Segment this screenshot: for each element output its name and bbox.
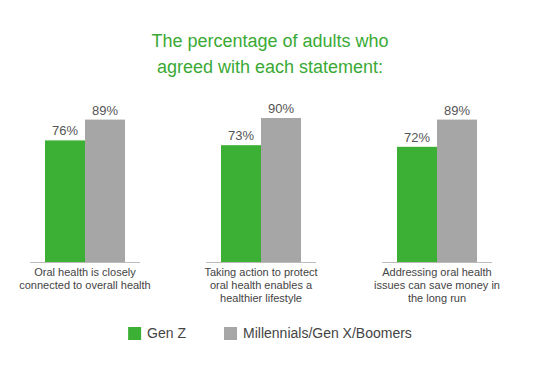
baseline [30,262,140,263]
legend-item: Millennials/Gen X/Boomers [224,325,412,341]
text-line: The percentage of adults who [151,31,388,51]
text-line: the long run [408,292,466,304]
legend-swatch [224,327,237,340]
category-label: Taking action to protectoral health enab… [204,266,317,304]
bar [45,140,85,262]
category-label: Oral health is closelyconnected to overa… [19,266,150,291]
text-line: issues can save money in [374,279,500,291]
bar [221,145,261,262]
text-line: Oral health is closely [34,266,136,278]
title: The percentage of adults who agreed with … [151,31,388,77]
data-label: 90% [268,101,294,116]
legend-item: Gen Z [128,325,186,341]
baseline [206,262,316,263]
data-labels: 76% 73% 72% 89% 90% 89% [52,101,470,145]
data-label: 73% [228,128,254,143]
baselines [30,262,492,263]
legend-label: Millennials/Gen X/Boomers [243,325,412,341]
bar [85,120,125,262]
bar [261,118,301,262]
legend-label: Gen Z [147,325,186,341]
legend: Gen Z Millennials/Gen X/Boomers [128,325,412,341]
chart: The percentage of adults who agreed with … [0,0,540,365]
text-line: oral health enables a [210,279,313,291]
category-label: Addressing oral healthissues can save mo… [374,266,500,304]
data-label: 72% [404,130,430,145]
data-label: 76% [52,123,78,138]
text-line: healthier lifestyle [220,292,302,304]
text-line: agreed with each statement: [157,57,383,77]
bar [397,147,437,262]
data-label: 89% [92,103,118,118]
category-labels: Oral health is closelyconnected to overa… [19,266,500,304]
text-line: Taking action to protect [204,266,317,278]
text-line: Addressing oral health [382,266,491,278]
data-label: 89% [444,103,470,118]
baseline [382,262,492,263]
legend-swatch [128,327,141,340]
bar [437,120,477,262]
text-line: connected to overall health [19,279,150,291]
bars [45,118,477,262]
